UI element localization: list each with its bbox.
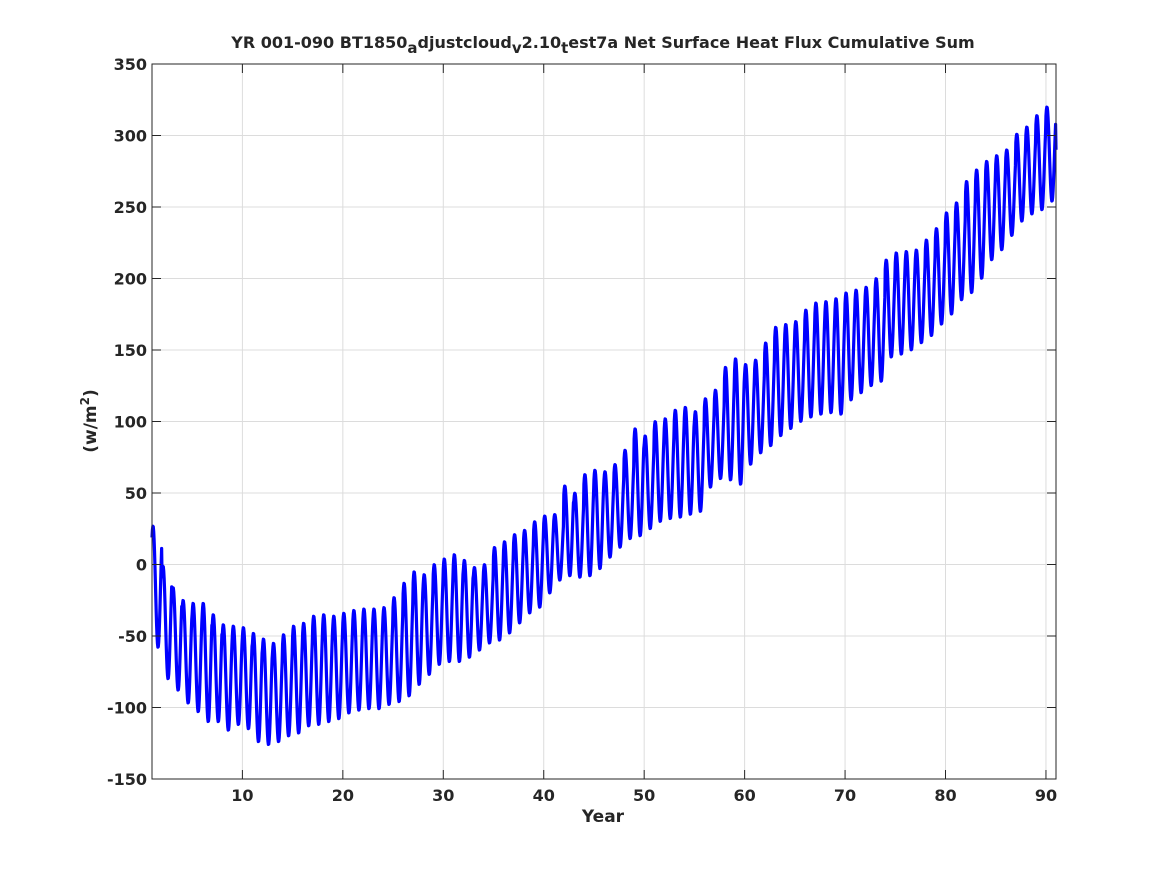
y-tick-label: 50	[125, 484, 147, 503]
series-layer	[150, 105, 1058, 746]
series-line	[150, 105, 1058, 746]
y-tick-label: 200	[114, 270, 147, 289]
title-segment: est7a Net Surface Heat Flux Cumulative S…	[568, 33, 974, 52]
y-tick-label: 0	[136, 556, 147, 575]
x-tick-label: 20	[332, 786, 354, 805]
y-tick-label: 150	[114, 341, 147, 360]
x-tick-label: 40	[533, 786, 555, 805]
title-segment: djustcloud	[418, 33, 512, 52]
x-tick-label: 70	[834, 786, 856, 805]
title-segment: YR 001-090 BT1850	[230, 33, 407, 52]
y-tick-label: -50	[118, 627, 147, 646]
x-tick-label: 60	[733, 786, 755, 805]
y-tick-label: -150	[107, 770, 147, 789]
y-tick-label: 100	[114, 413, 147, 432]
chart-title: YR 001-090 BT1850adjustcloudv2.10test7a …	[230, 33, 974, 57]
y-label-segment: (w/m	[81, 405, 101, 452]
x-axis-label: Year	[581, 807, 625, 827]
x-tick-label: 90	[1035, 786, 1057, 805]
y-axis-label: (w/m2)	[78, 389, 101, 453]
x-tick-label: 10	[231, 786, 253, 805]
tick-layer: 10 20 30 40 50 60 70 80 90 -150 -100 -50 0 50 100 150 20…	[107, 55, 1057, 805]
x-tick-label: 50	[633, 786, 655, 805]
y-tick-label: 300	[114, 127, 147, 146]
x-tick-label: 80	[934, 786, 956, 805]
y-tick-label: 250	[114, 198, 147, 217]
title-segment: 2.10	[522, 33, 561, 52]
title-segment: a	[407, 39, 417, 57]
y-label-segment: 2	[78, 397, 92, 405]
y-tick-label: 350	[114, 55, 147, 74]
y-tick-label: -100	[107, 699, 147, 718]
title-segment: v	[512, 39, 522, 57]
y-label-segment: )	[81, 389, 101, 397]
x-tick-label: 30	[432, 786, 454, 805]
title-segment: t	[561, 39, 568, 57]
